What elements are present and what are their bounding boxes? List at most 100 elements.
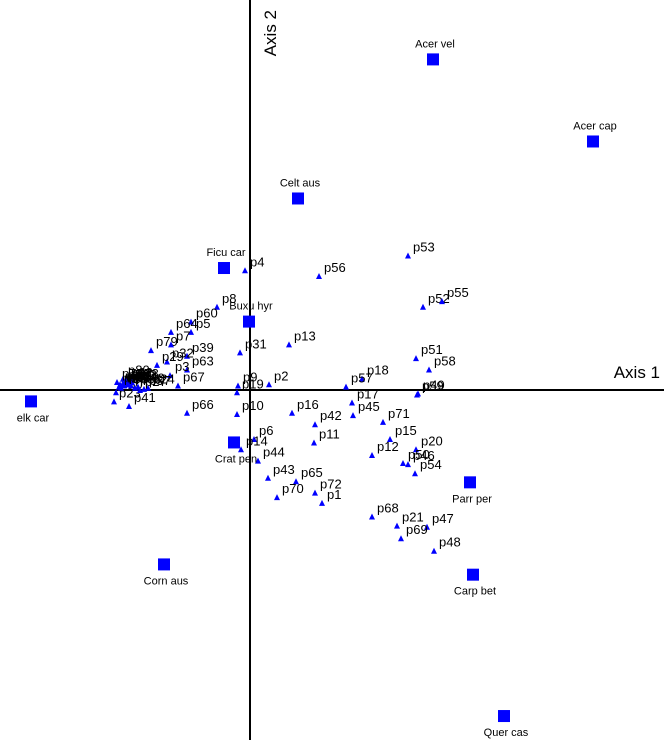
- site-point: [145, 384, 151, 391]
- site-label: p44: [263, 445, 285, 460]
- site-label: p19: [242, 376, 264, 391]
- site-point: [214, 303, 220, 310]
- site-label: p26: [133, 368, 155, 383]
- site-point: [369, 451, 375, 458]
- site-point: [311, 439, 317, 446]
- site-label: p62: [131, 365, 153, 380]
- species-point: [427, 53, 439, 66]
- site-label: p61: [132, 367, 154, 382]
- species-label: Corn aus: [144, 575, 189, 587]
- site-label: p4: [250, 254, 264, 269]
- site-point: [234, 389, 240, 396]
- site-label: p52: [428, 291, 450, 306]
- site-label: p5: [196, 316, 210, 331]
- species-point: [467, 568, 479, 581]
- species-point: [292, 192, 304, 205]
- species-point: [25, 395, 37, 408]
- species-label: Acer vel: [415, 38, 455, 50]
- site-label: p12: [377, 439, 399, 454]
- site-label: p31: [245, 336, 267, 351]
- site-point: [312, 421, 318, 428]
- species-label: Quer cas: [484, 727, 529, 739]
- site-point: [369, 513, 375, 520]
- site-label: p11: [319, 426, 340, 441]
- site-label: p14: [246, 433, 268, 448]
- site-label: p76: [128, 367, 150, 382]
- site-label: p18: [367, 363, 389, 378]
- site-label: p56: [324, 260, 346, 275]
- site-point: [129, 379, 135, 386]
- species-label: Ficu car: [206, 247, 245, 259]
- site-label: p29: [162, 349, 184, 364]
- species-point: [228, 436, 240, 449]
- x-axis-title: Axis 1: [614, 363, 660, 382]
- site-label: p39: [192, 340, 214, 355]
- site-label: p20: [421, 433, 443, 448]
- site-label: p45: [358, 399, 380, 414]
- site-point: [164, 358, 170, 365]
- species-point: [243, 315, 255, 328]
- site-point: [286, 341, 292, 348]
- site-point: [343, 383, 349, 390]
- y-axis-title: Axis 2: [261, 10, 280, 56]
- site-point: [413, 446, 419, 453]
- site-point: [121, 382, 127, 389]
- site-point: [400, 459, 406, 466]
- site-label: p57: [351, 371, 373, 386]
- site-point: [359, 375, 365, 382]
- site-label: p68: [377, 501, 399, 516]
- site-point: [120, 375, 126, 382]
- site-label: p46: [413, 448, 435, 463]
- site-label: p67: [183, 369, 205, 384]
- site-label: p80: [128, 363, 150, 378]
- species-label: Crat pen: [215, 453, 257, 465]
- site-point: [184, 352, 190, 359]
- site-label: p22: [129, 369, 151, 384]
- site-point: [154, 361, 160, 368]
- site-label: p27: [145, 374, 167, 389]
- site-label: p47: [432, 511, 454, 526]
- site-point: [398, 535, 404, 542]
- site-point: [394, 522, 400, 529]
- site-label: p17: [357, 387, 379, 402]
- site-point: [266, 381, 272, 388]
- site-point: [234, 410, 240, 417]
- site-label: p78: [137, 366, 159, 381]
- site-label: p42: [320, 408, 342, 423]
- site-label: p40: [143, 371, 165, 386]
- site-point: [111, 398, 117, 405]
- site-point: [184, 409, 190, 416]
- site-label: p21: [402, 510, 424, 525]
- species-label: Parr per: [452, 493, 492, 505]
- species-point: [587, 135, 599, 148]
- site-label: p38: [140, 372, 162, 387]
- site-point: [431, 547, 437, 554]
- site-label: p41: [134, 390, 156, 405]
- site-point: [255, 457, 261, 464]
- site-point: [126, 402, 132, 409]
- species-points-group: Acer vel Acer cap Celt aus Ficu car Buxu hyr…: [17, 38, 617, 739]
- site-label: p59: [422, 379, 444, 394]
- site-point: [175, 382, 181, 389]
- site-label: p15: [395, 423, 417, 438]
- species-label: Celt aus: [280, 177, 321, 189]
- site-point: [319, 499, 325, 506]
- site-point: [316, 273, 322, 279]
- site-label: p58: [434, 353, 456, 368]
- site-point: [242, 267, 248, 274]
- site-point: [426, 366, 432, 373]
- site-point: [420, 303, 426, 310]
- site-label: p50: [408, 447, 430, 462]
- site-label: p60: [196, 306, 218, 321]
- species-label: Acer cap: [573, 120, 616, 132]
- site-label: p64: [176, 316, 198, 331]
- site-point: [116, 383, 122, 390]
- site-point: [380, 418, 386, 425]
- site-label: p66: [192, 397, 214, 412]
- species-point: [218, 262, 230, 275]
- site-label: p73: [125, 368, 147, 383]
- site-label: p72: [320, 477, 342, 492]
- site-point: [405, 461, 411, 468]
- site-label: p10: [242, 398, 264, 413]
